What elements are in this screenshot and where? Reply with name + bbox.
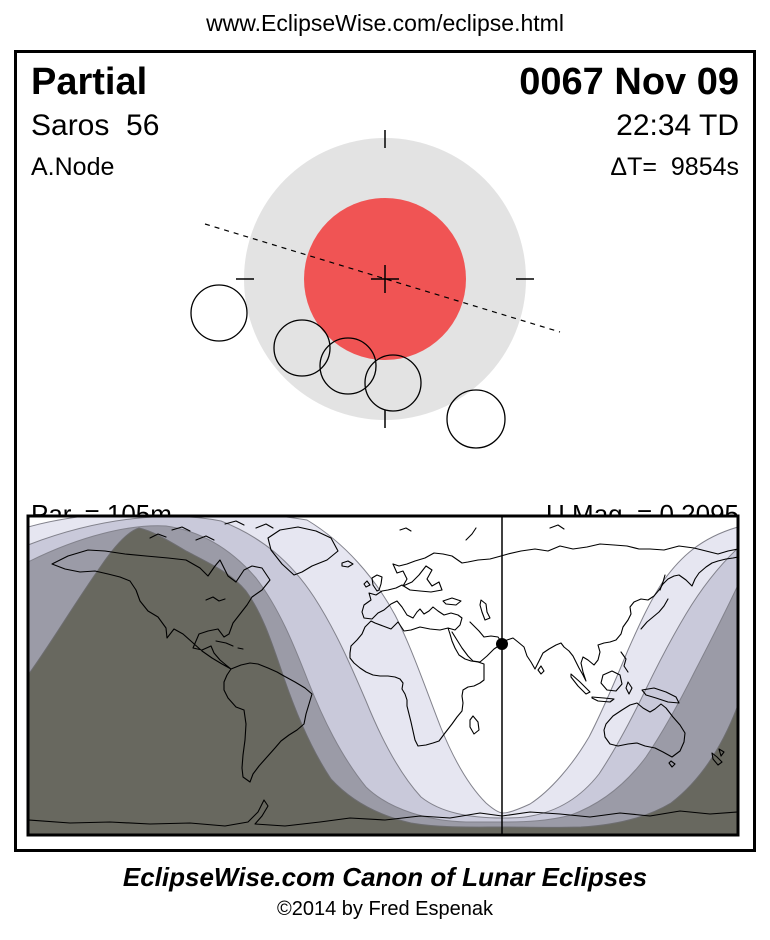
coast-sri-lanka xyxy=(537,665,545,675)
node-label: A.Node xyxy=(31,153,115,181)
canon-title: EclipseWise.com Canon of Lunar Eclipses xyxy=(122,862,648,892)
coast-caribbean xyxy=(215,640,244,650)
coast-south-asia xyxy=(501,556,737,682)
coast-japan xyxy=(640,574,669,630)
coast-ireland xyxy=(363,580,371,588)
header-right: 0067 Nov 09 22:34 TD ΔT= 9854s xyxy=(519,59,739,187)
visibility-region-no-eclipse xyxy=(29,527,737,834)
delta-t-value: ΔT= 9854s xyxy=(610,153,739,181)
moon-contact-circle xyxy=(446,389,506,449)
plate-frame: Partial Saros 56 A.Node 0067 Nov 09 22:3… xyxy=(14,50,756,852)
source-url: www.EclipseWise.com/eclipse.html xyxy=(206,10,564,36)
coast-south-america xyxy=(223,662,313,783)
visibility-map xyxy=(26,514,740,837)
coast-siberia-arctic xyxy=(392,543,737,567)
moon-contact-circle xyxy=(273,319,331,377)
coast-arctic-islands xyxy=(149,520,565,541)
coast-philippines xyxy=(620,651,629,673)
coast-indonesia xyxy=(570,670,680,704)
coast-black-sea xyxy=(442,597,462,606)
coast-britain xyxy=(371,574,383,592)
moon-contact-circle xyxy=(190,284,248,342)
eclipse-type: Partial xyxy=(31,61,148,103)
header-left: Partial Saros 56 A.Node xyxy=(31,59,159,187)
moon-path-line xyxy=(204,223,561,333)
sublunar-point-dot xyxy=(496,638,508,650)
shadow-diagram xyxy=(190,130,561,449)
coast-australia xyxy=(603,702,686,768)
coast-antarctica xyxy=(29,799,737,827)
coastlines xyxy=(29,520,737,827)
eclipse-time: 22:34 TD xyxy=(616,109,739,142)
moon-contact-circle xyxy=(319,337,377,395)
saros-series: Saros 56 xyxy=(31,109,160,142)
coast-madagascar xyxy=(469,715,480,735)
coast-europe-africa xyxy=(349,563,485,747)
eclipse-date: 0067 Nov 09 xyxy=(519,61,739,103)
copyright-notice: ©2014 by Fred Espenak xyxy=(277,898,493,920)
coast-caspian-sea xyxy=(479,599,491,621)
coast-great-lakes xyxy=(205,596,226,602)
coast-iceland xyxy=(341,560,354,568)
coast-new-zealand xyxy=(711,748,725,766)
moon-contact-circle xyxy=(364,354,422,412)
coast-north-america xyxy=(51,549,271,670)
coast-greenland xyxy=(267,526,339,576)
